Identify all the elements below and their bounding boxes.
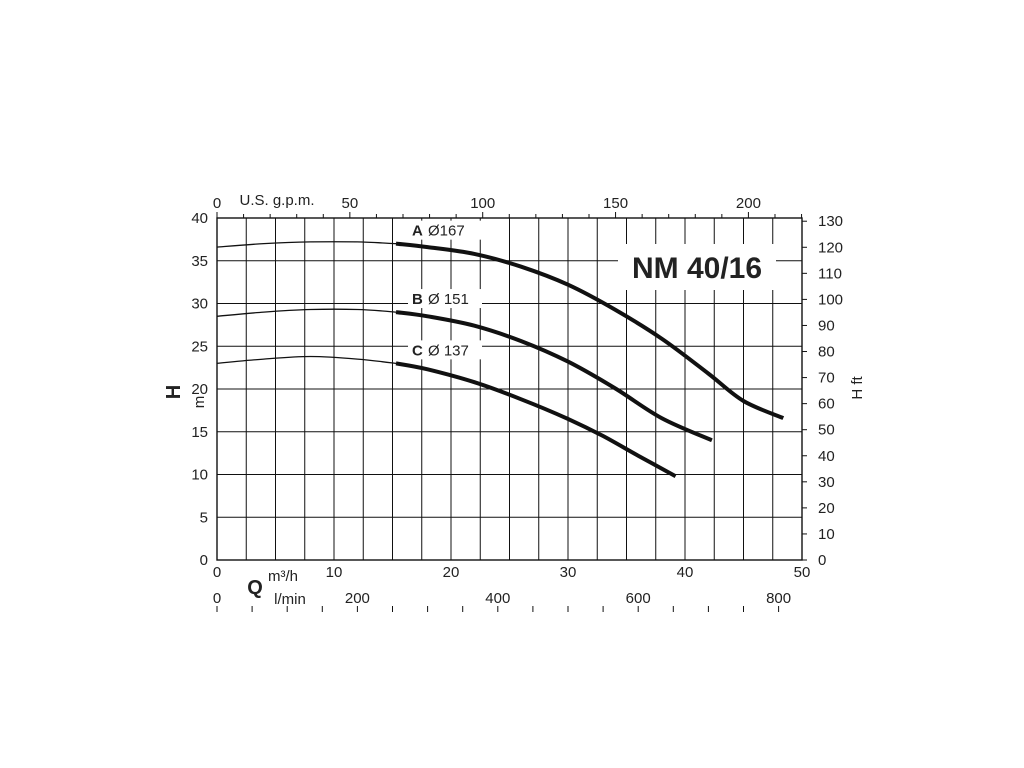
curve-a-thin xyxy=(216,241,397,248)
x-lmin-tick-label: 0 xyxy=(213,590,221,607)
y-right-tick-label: 130 xyxy=(818,213,843,230)
curve-c-letter: C xyxy=(412,342,423,359)
x-top-tick-label: 200 xyxy=(736,195,761,212)
y-right-tick-label: 30 xyxy=(818,474,835,491)
q-axis-unit-lmin: l/min xyxy=(274,591,306,608)
y-right-tick-label: 70 xyxy=(818,370,835,387)
curve-a-operating xyxy=(395,241,785,420)
curve-label-background xyxy=(408,340,483,360)
x-m3h-tick-label: 20 xyxy=(443,564,460,581)
x-top-tick-label: 150 xyxy=(603,195,628,212)
curve-b-diameter: Ø 151 xyxy=(428,291,469,308)
x-lmin-tick-label: 800 xyxy=(766,590,791,607)
top-axis-unit: U.S. g.p.m. xyxy=(239,192,314,209)
y-left-tick-label: 20 xyxy=(191,381,208,398)
x-m3h-tick-label: 50 xyxy=(794,564,811,581)
y-left-tick-label: 0 xyxy=(200,552,208,569)
x-lmin-tick-label: 200 xyxy=(345,590,370,607)
y-right-tick-label: 80 xyxy=(818,344,835,361)
y-left-tick-label: 15 xyxy=(191,424,208,441)
y-left-tick-label: 35 xyxy=(191,253,208,270)
title-background xyxy=(618,244,776,290)
x-top-tick-label: 100 xyxy=(470,195,495,212)
y-right-tick-label: 90 xyxy=(818,317,835,334)
q-axis-unit-m3h: m³/h xyxy=(268,568,298,585)
y-right-tick-label: 100 xyxy=(818,291,843,308)
q-axis-symbol: Q xyxy=(247,577,263,599)
curve-b-operating xyxy=(395,310,713,443)
y-right-tick-label: 20 xyxy=(818,500,835,517)
y-right-tick-label: 0 xyxy=(818,552,826,569)
y-left-tick-label: 10 xyxy=(191,467,208,484)
y-left-tick-label: 40 xyxy=(191,210,208,227)
x-lmin-tick-label: 400 xyxy=(485,590,510,607)
x-top-tick-label: 50 xyxy=(342,195,359,212)
curve-c-diameter: Ø 137 xyxy=(428,342,469,359)
curve-c-operating xyxy=(395,361,677,478)
y-right-tick-label: 40 xyxy=(818,448,835,465)
chart-series: A Ø167 B Ø 151 C Ø 137 xyxy=(216,220,785,478)
chart-axes: 0510152025303540010203040506070809010011… xyxy=(191,195,843,612)
y-left-tick-label: 25 xyxy=(191,338,208,355)
curve-a-letter: A xyxy=(412,223,423,240)
y-right-tick-label: 120 xyxy=(818,239,843,256)
y-right-tick-label: 60 xyxy=(818,396,835,413)
curve-label-background xyxy=(408,220,483,240)
h-axis-symbol: H xyxy=(163,385,185,399)
chart-title: NM 40/16 xyxy=(632,252,762,285)
curve-b-letter: B xyxy=(412,291,423,308)
y-right-tick-label: 50 xyxy=(818,422,835,439)
curve-a-diameter: Ø167 xyxy=(428,223,465,240)
x-top-tick-label: 0 xyxy=(213,195,221,212)
x-lmin-tick-label: 600 xyxy=(626,590,651,607)
x-m3h-tick-label: 0 xyxy=(213,564,221,581)
y-left-tick-label: 30 xyxy=(191,296,208,313)
right-axis-label: H ft xyxy=(849,376,866,400)
x-m3h-tick-label: 30 xyxy=(560,564,577,581)
x-m3h-tick-label: 40 xyxy=(677,564,694,581)
x-m3h-tick-label: 10 xyxy=(326,564,343,581)
curve-b-thin xyxy=(216,308,397,317)
chart-grid xyxy=(217,218,802,560)
y-right-tick-label: 10 xyxy=(818,526,835,543)
h-axis-unit: m xyxy=(191,396,208,409)
y-left-tick-label: 5 xyxy=(200,509,208,526)
curve-label-background xyxy=(408,289,483,309)
curve-c-thin xyxy=(216,355,397,365)
y-right-tick-label: 110 xyxy=(818,265,842,282)
